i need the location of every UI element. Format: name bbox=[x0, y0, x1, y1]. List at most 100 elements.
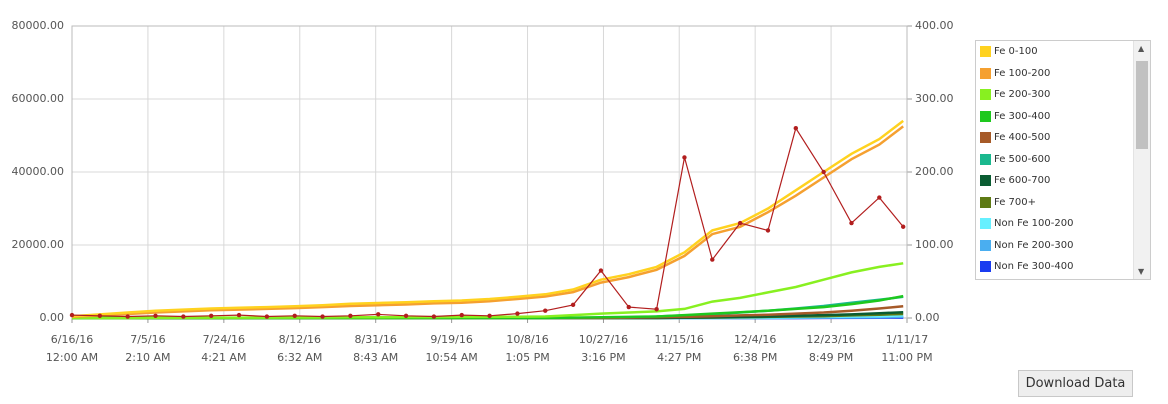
legend-label: Fe 600-700 bbox=[994, 175, 1051, 187]
point bbox=[403, 313, 409, 319]
x-tick-label: 11/15/16 bbox=[655, 333, 704, 346]
legend-label: Fe 100-200 bbox=[994, 67, 1051, 79]
x-tick-label: 6:32 AM bbox=[277, 351, 322, 364]
legend-item[interactable]: Non Fe 200-300 bbox=[980, 235, 1130, 257]
x-tick-label: 8/31/16 bbox=[354, 333, 396, 346]
legend-swatch bbox=[980, 46, 991, 58]
legend-item[interactable]: Fe 300-400 bbox=[980, 106, 1130, 128]
legend: Fe 0-100 Fe 100-200 Fe 200-300 Fe 300-400 Fe… bbox=[975, 40, 1151, 280]
point bbox=[348, 313, 353, 319]
scrollbar[interactable]: ▲ ▼ bbox=[1133, 41, 1150, 279]
legend-item[interactable]: Fe 100-200 bbox=[980, 63, 1130, 85]
point bbox=[849, 220, 854, 226]
point bbox=[153, 313, 158, 319]
point bbox=[626, 304, 631, 310]
y-tick-label: 0.00 bbox=[40, 311, 65, 324]
legend-label: Fe 300-400 bbox=[994, 110, 1051, 122]
legend-label: Non Fe 100-200 bbox=[994, 218, 1074, 230]
point bbox=[877, 195, 882, 200]
point bbox=[264, 314, 270, 319]
legend-swatch bbox=[980, 239, 991, 251]
x-tick-label: 1/11/17 bbox=[886, 333, 928, 346]
legend-swatch bbox=[980, 261, 991, 273]
legend-label: Fe 400-500 bbox=[994, 132, 1051, 144]
legend-swatch bbox=[980, 218, 991, 230]
legend-swatch bbox=[980, 196, 991, 208]
y2-tick-label: 100.00 bbox=[915, 238, 954, 251]
x-tick-label: 6/16/16 bbox=[51, 333, 93, 346]
legend-item[interactable]: Non Fe 400-500 bbox=[980, 278, 1130, 280]
x-tick-label: 4:27 PM bbox=[657, 351, 701, 364]
point bbox=[654, 307, 659, 312]
x-tick-label: 11:00 PM bbox=[881, 351, 932, 364]
x-tick-label: 9/19/16 bbox=[430, 333, 472, 346]
legend-item[interactable]: Fe 500-600 bbox=[980, 149, 1130, 171]
x-tick-label: 2:10 AM bbox=[125, 351, 170, 364]
y2-tick-label: 0.00 bbox=[915, 311, 940, 324]
download-button[interactable]: Download Data bbox=[1018, 370, 1133, 397]
point bbox=[570, 302, 576, 308]
x-tick-label: 12/4/16 bbox=[734, 333, 776, 346]
point bbox=[320, 314, 325, 319]
x-tick-label: 7/24/16 bbox=[203, 333, 245, 346]
x-tick-label: 8:49 PM bbox=[809, 351, 853, 364]
x-tick-label: 8:43 AM bbox=[353, 351, 398, 364]
point bbox=[376, 312, 381, 317]
point bbox=[793, 126, 799, 131]
scroll-thumb[interactable] bbox=[1136, 61, 1148, 149]
y2-tick-label: 400.00 bbox=[915, 19, 954, 32]
legend-label: Non Fe 300-400 bbox=[994, 261, 1074, 273]
x-tick-label: 10/8/16 bbox=[506, 333, 548, 346]
x-tick-label: 10/27/16 bbox=[579, 333, 628, 346]
scroll-up[interactable]: ▲ bbox=[1138, 44, 1145, 53]
legend-item[interactable]: Fe 200-300 bbox=[980, 84, 1130, 106]
point bbox=[900, 224, 906, 229]
legend-label: Fe 500-600 bbox=[994, 153, 1051, 165]
point bbox=[208, 313, 214, 319]
point bbox=[543, 308, 548, 313]
point bbox=[515, 311, 520, 316]
legend-swatch bbox=[980, 67, 991, 79]
legend-item[interactable]: Non Fe 300-400 bbox=[980, 256, 1130, 278]
legend-label: Fe 200-300 bbox=[994, 89, 1051, 101]
x-tick-label: 4:21 AM bbox=[201, 351, 246, 364]
legend-item[interactable]: Fe 600-700 bbox=[980, 170, 1130, 192]
legend-item[interactable]: Fe 0-100 bbox=[980, 41, 1130, 63]
point bbox=[682, 155, 687, 160]
legend-label: Fe 0-100 bbox=[994, 46, 1038, 58]
point bbox=[737, 220, 743, 226]
x-tick-label: 7/5/16 bbox=[130, 333, 165, 346]
y-tick-label: 60000.00 bbox=[12, 92, 65, 105]
point bbox=[236, 312, 242, 318]
point bbox=[459, 312, 464, 318]
x-tick-label: 12:00 AM bbox=[46, 351, 98, 364]
y2-tick-label: 200.00 bbox=[915, 165, 954, 178]
point bbox=[765, 228, 771, 233]
x-tick-label: 12/23/16 bbox=[806, 333, 855, 346]
point bbox=[487, 313, 492, 319]
y-tick-label: 80000.00 bbox=[12, 19, 65, 32]
x-tick-label: 1:05 PM bbox=[505, 351, 549, 364]
legend-swatch bbox=[980, 132, 991, 144]
legend-swatch bbox=[980, 89, 991, 101]
legend-item[interactable]: Non Fe 100-200 bbox=[980, 213, 1130, 235]
y-tick-label: 20000.00 bbox=[12, 238, 65, 251]
point bbox=[710, 257, 715, 262]
legend-item[interactable]: Fe 400-500 bbox=[980, 127, 1130, 149]
legend-swatch bbox=[980, 110, 991, 122]
legend-items: Fe 0-100 Fe 100-200 Fe 200-300 Fe 300-400 Fe… bbox=[980, 41, 1130, 280]
point bbox=[821, 169, 826, 175]
series-line bbox=[71, 125, 904, 319]
legend-label: Non Fe 200-300 bbox=[994, 239, 1074, 251]
point bbox=[125, 314, 130, 319]
x-tick-label: 6:38 PM bbox=[733, 351, 777, 364]
point bbox=[598, 268, 604, 273]
series-line bbox=[71, 119, 904, 318]
point bbox=[97, 313, 103, 319]
scroll-down[interactable]: ▼ bbox=[1138, 267, 1145, 276]
x-tick-label: 8/12/16 bbox=[279, 333, 321, 346]
legend-item[interactable]: Fe 700+ bbox=[980, 192, 1130, 214]
point bbox=[431, 314, 437, 319]
